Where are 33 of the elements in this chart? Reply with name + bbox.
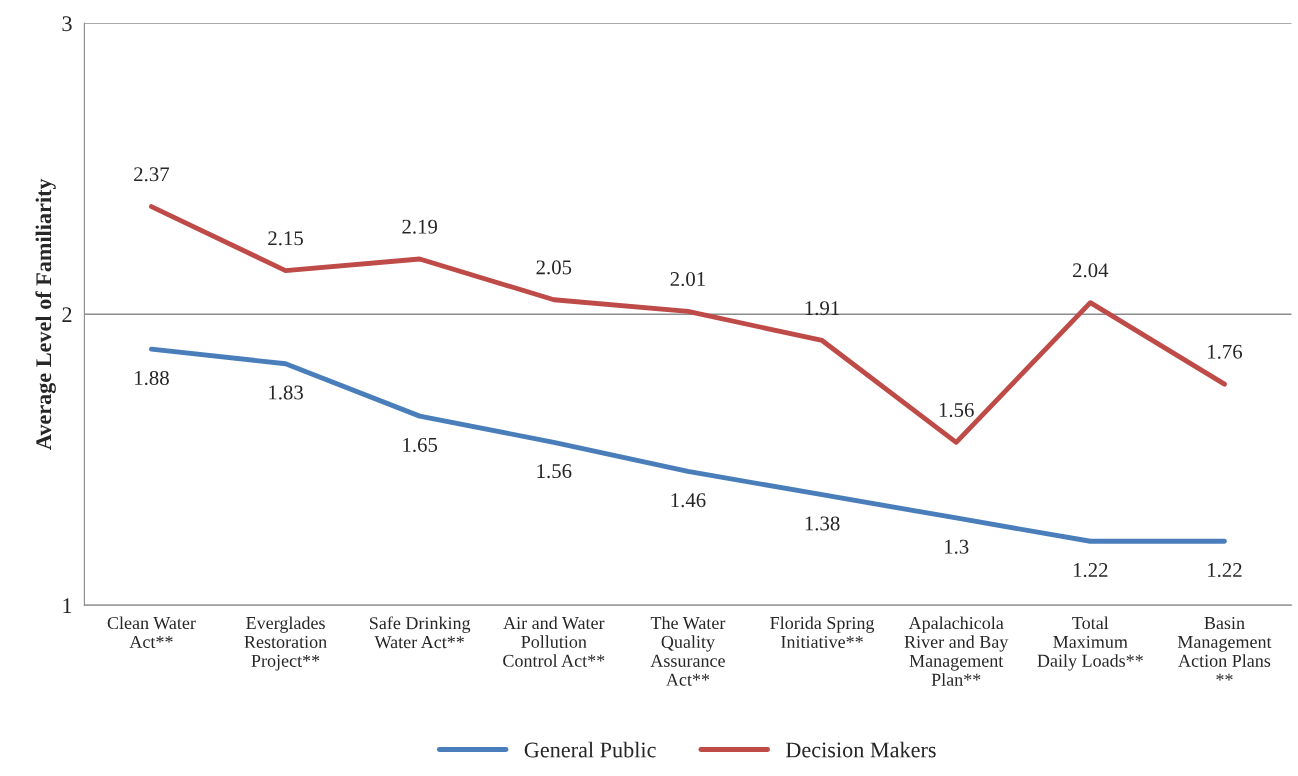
data-label: 2.05 (536, 260, 572, 275)
data-label: 1.3 (945, 539, 969, 554)
x-tick-label: Everglades Restoration Project** (244, 616, 327, 671)
legend-label: General Public (524, 741, 656, 758)
y-tick-label: 3 (62, 16, 72, 32)
x-tick-label: The Water Quality Assurance Act** (650, 616, 726, 686)
x-tick-label: Basin Management Action Plans ** (1177, 616, 1272, 681)
x-tick-label: Air and Water Pollution Control Act** (503, 616, 605, 667)
x-tick-label: Clean Water Act** (107, 616, 196, 648)
data-label: 1.76 (1208, 344, 1243, 359)
data-label: 1.88 (135, 370, 169, 386)
data-label: 1.56 (939, 402, 974, 418)
x-tick-label: Florida Spring Initiative** (770, 616, 875, 649)
data-label: 2.15 (268, 231, 303, 246)
y-tick-label: 1 (63, 598, 72, 613)
x-tick-label: Apalachicola River and Bay Management Plan** (904, 616, 1009, 686)
data-label: 1.22 (1073, 563, 1108, 578)
data-label: 1.22 (1208, 563, 1242, 578)
legend-label: Decision Makers (785, 741, 936, 758)
x-tick-label: Total Maximum Daily Loads** (1037, 616, 1143, 671)
data-label: 1.46 (671, 493, 706, 508)
data-label: 1.65 (403, 437, 438, 452)
data-label: 2.01 (670, 271, 705, 287)
data-label: 2.37 (134, 167, 170, 182)
data-label: 1.56 (537, 464, 572, 479)
data-label: 2.19 (402, 219, 438, 234)
y-axis-title: Average Level of Familiarity (35, 178, 56, 450)
data-label: 2.04 (1073, 263, 1109, 278)
y-tick-label: 2 (62, 307, 72, 322)
x-tick-label: Safe Drinking Water Act** (370, 616, 471, 649)
data-label: 1.83 (269, 385, 303, 400)
data-label: 1.91 (805, 301, 840, 316)
data-label: 1.38 (805, 516, 840, 531)
